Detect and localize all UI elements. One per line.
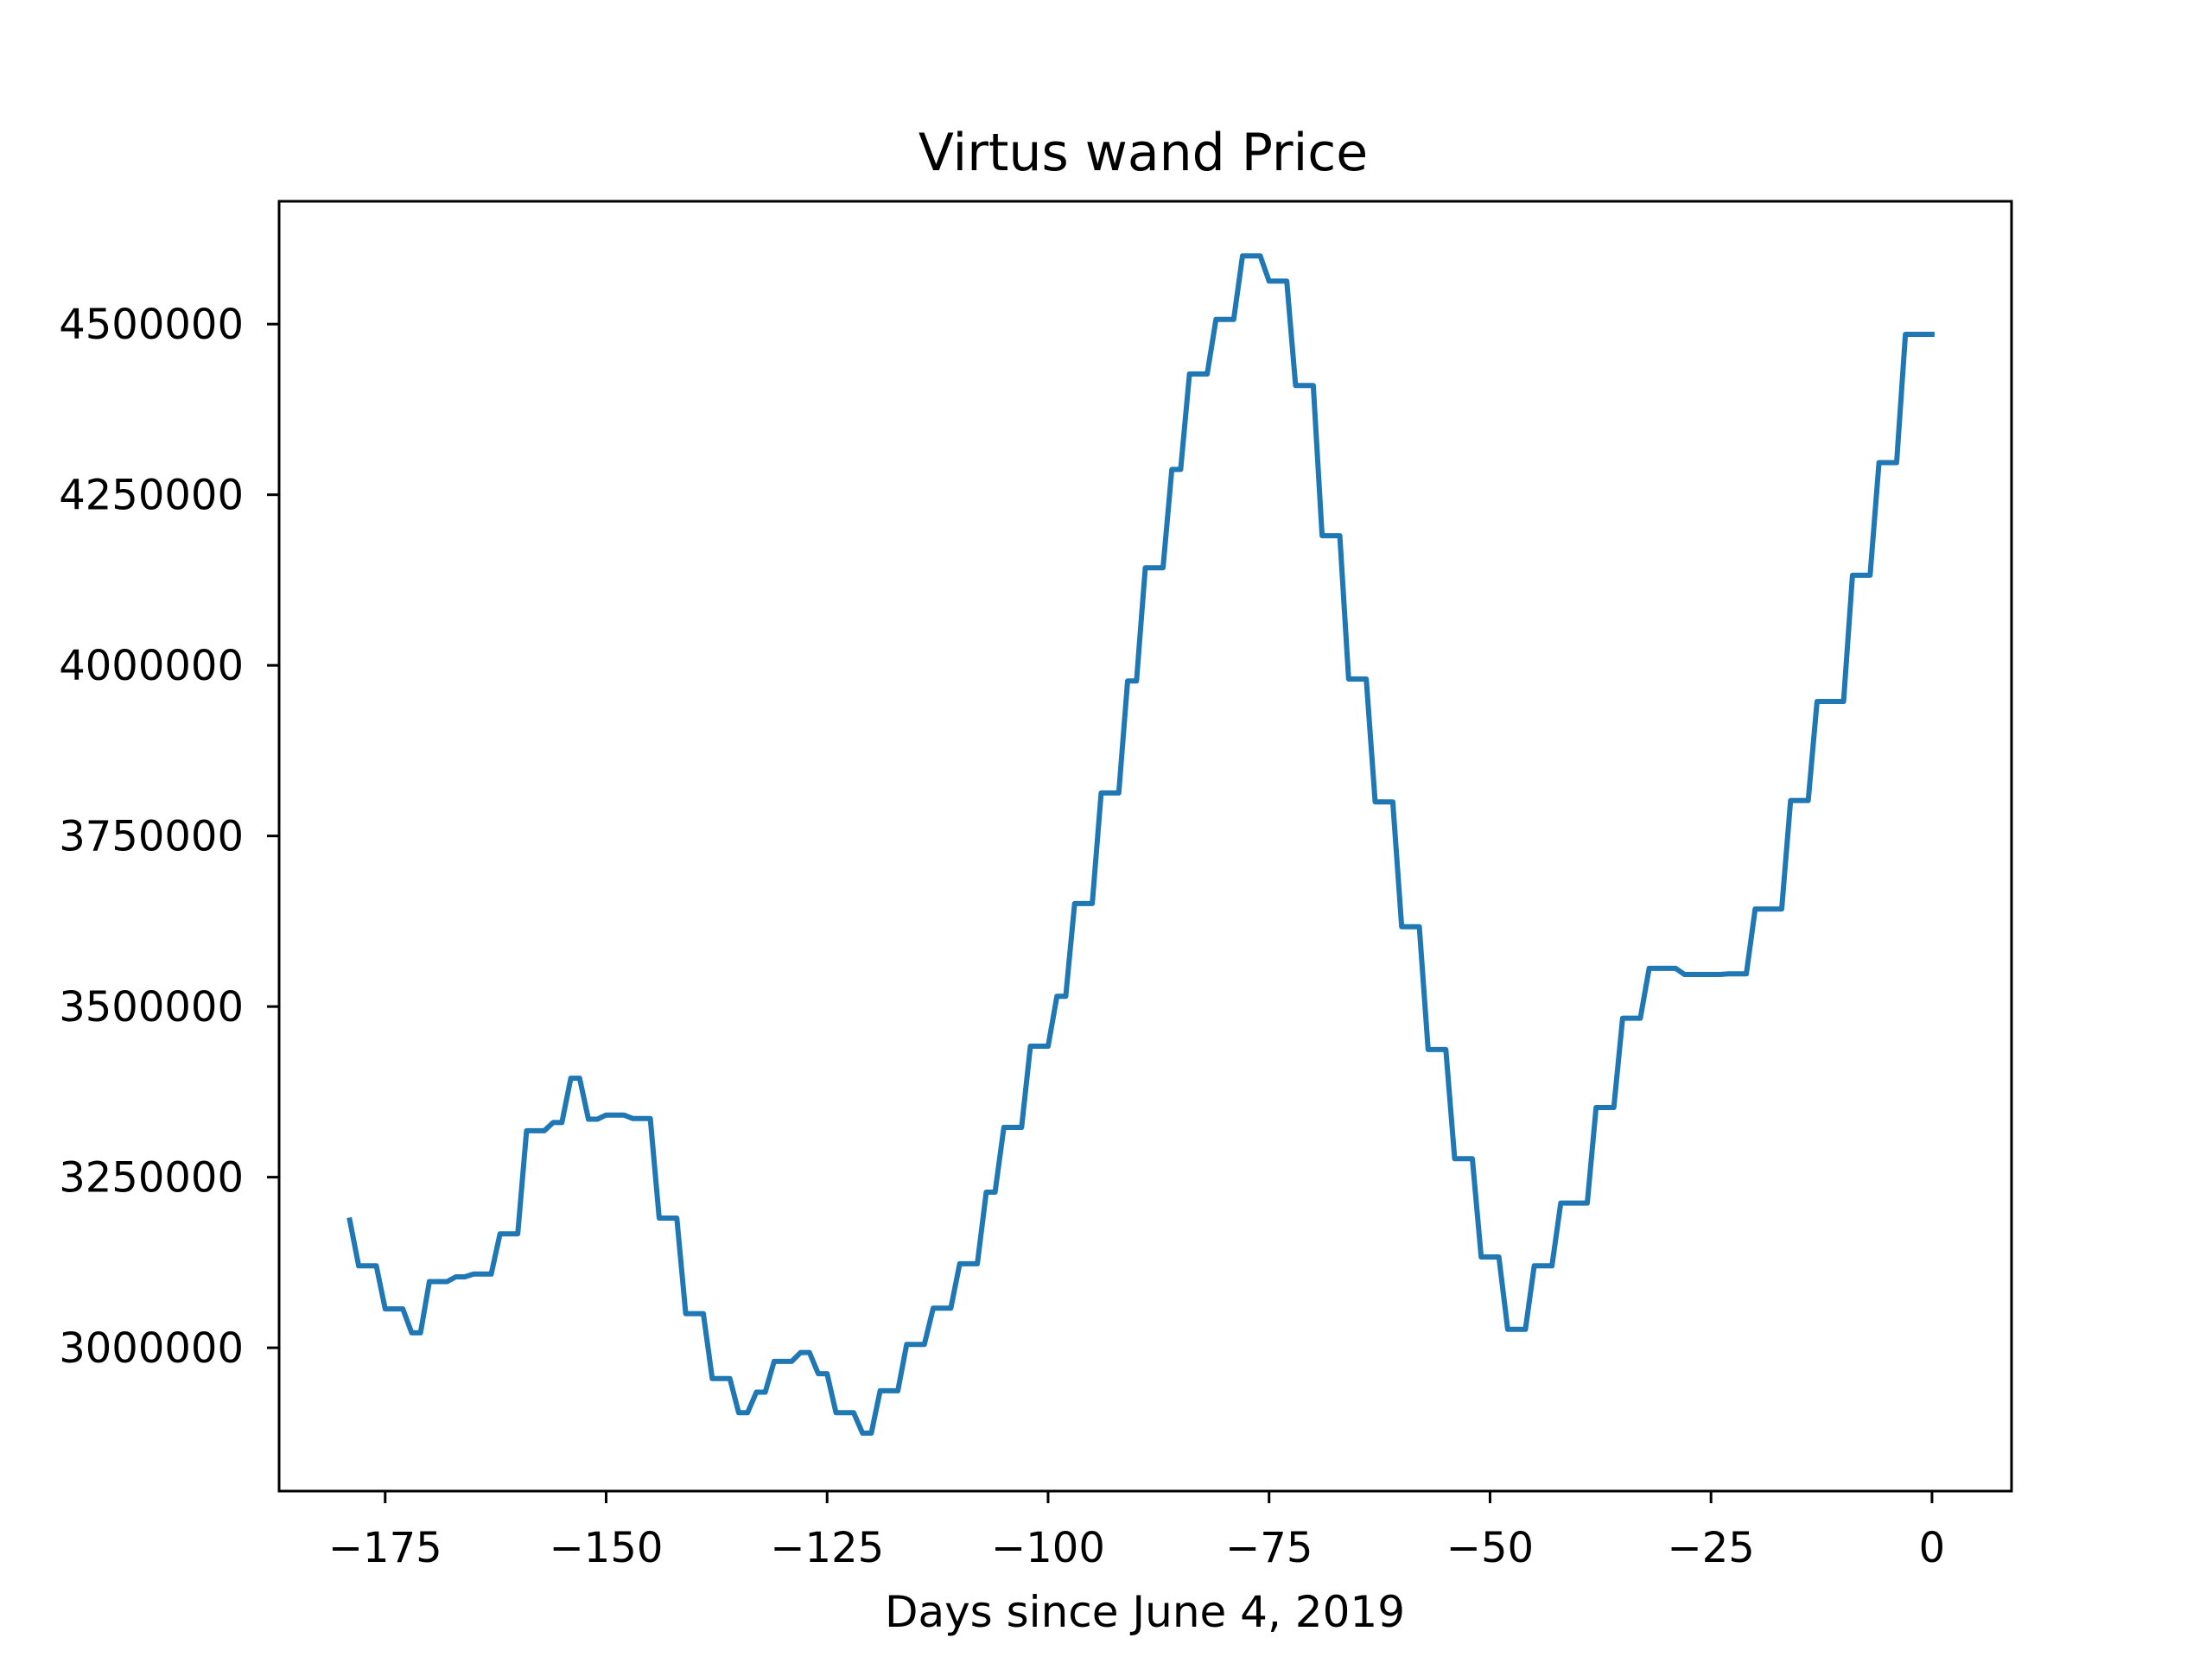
chart-title: Virtus wand Price [918,123,1368,183]
y-tick-label: 4250000 [59,472,244,520]
y-tick-label: 3500000 [59,983,244,1031]
y-tick-label: 3750000 [59,813,244,861]
price-series-line [346,253,1935,1436]
x-axis-label: Days since June 4, 2019 [885,1587,1405,1637]
x-tick-label: −175 [328,1524,442,1572]
x-tick-label: −50 [1446,1524,1534,1572]
plot-area-frame [277,200,2013,1493]
y-tick-label: 3000000 [59,1324,244,1373]
y-tick-label: 4500000 [59,301,244,349]
x-tick-label: −75 [1225,1524,1313,1572]
x-tick-label: −100 [991,1524,1105,1572]
x-axis-ticks: −175 −150 −125 −100 −75 −50 −25 0 [328,1491,1945,1572]
x-tick-label: −150 [550,1524,664,1572]
x-tick-label: 0 [1919,1524,1946,1572]
y-axis-ticks: 3000000 3250000 3500000 3750000 4000000 42500… [59,301,279,1373]
x-tick-label: −25 [1668,1524,1755,1572]
y-tick-label: 4000000 [59,642,244,690]
plot-lines [346,253,1935,1436]
y-tick-label: 3250000 [59,1154,244,1203]
x-tick-label: −125 [770,1524,884,1572]
